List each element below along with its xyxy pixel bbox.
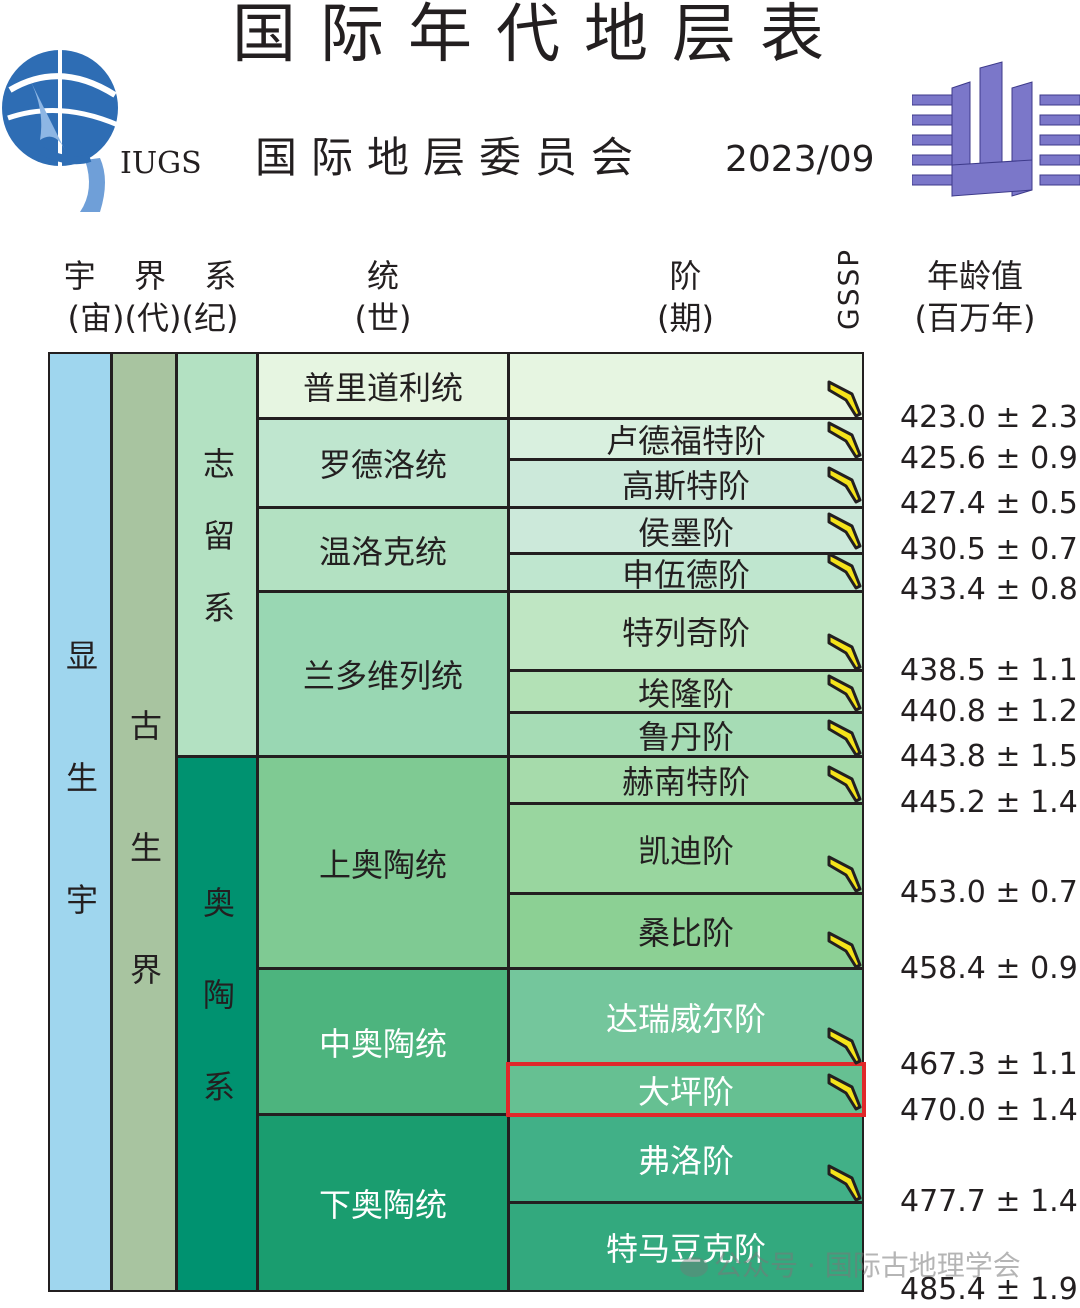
series-wenlock: 温洛克统 [257,507,509,592]
age-value: 443.8 ± 1.5 [900,739,1078,774]
stage-sandbian: 桑比阶 [508,893,864,969]
golden-spike-icon [827,931,862,969]
era-paleozoic: 古生界 [111,352,177,1292]
stage-gorstian: 高斯特阶 [508,459,864,508]
stage-katian: 凯迪阶 [508,803,864,894]
watermark: 公众号 · 国际古地理学会 [680,1244,1021,1284]
stage-rhuddanian: 鲁丹阶 [508,712,864,757]
highlight-box-dapingian [506,1062,866,1117]
system-ordovician: 奥陶系 [176,756,258,1292]
age-value: 427.4 ± 0.5 [900,486,1078,521]
age-value: 433.4 ± 0.8 [900,572,1078,607]
stage-ludfordian: 卢德福特阶 [508,418,864,460]
iugs-globe-logo [2,50,119,212]
series-middle-ordovician: 中奥陶统 [257,968,509,1115]
header-series: 统 (世) [354,257,412,337]
age-value: 453.0 ± 0.7 [900,875,1078,910]
golden-spike-icon [827,1073,862,1111]
page-date: 2023/09 [725,139,875,180]
series-ludlow: 罗德洛统 [257,418,509,508]
stage-homerian: 侯墨阶 [508,507,864,554]
eon-phanerozoic: 显生宇 [48,352,112,1292]
golden-spike-icon [827,1027,862,1065]
stage-tremadocian: 特马豆克阶 [508,1202,864,1292]
golden-spike-icon [827,421,862,459]
golden-spike-icon [827,674,862,712]
series-upper-ordovician: 上奥陶统 [257,756,509,969]
age-value: 440.8 ± 1.2 [900,694,1078,729]
stage-aeronian: 埃隆阶 [508,670,864,713]
stage-hirnantian: 赫南特阶 [508,756,864,804]
page-title: 国际年代地层表 [232,0,848,72]
golden-spike-icon [827,1164,862,1202]
golden-spike-icon [827,512,862,550]
ics-logo [912,61,1080,197]
header-eon-era-system: 宇 界 系 (宙)(代)(纪) [63,257,243,337]
series-lower-ordovician: 下奥陶统 [257,1114,509,1292]
age-value: 425.6 ± 0.9 [900,441,1078,476]
golden-spike-icon [827,855,862,893]
page-subtitle: 国际地层委员会 [255,133,648,182]
age-value: 430.5 ± 0.7 [900,532,1078,567]
age-value: 438.5 ± 1.1 [900,653,1078,688]
iugs-logo-text: IUGS [120,146,202,181]
stage-darriwilian: 达瑞威尔阶 [508,968,864,1065]
header-stage: 阶 (期) [657,257,714,337]
golden-spike-icon [827,633,862,671]
age-value: 423.0 ± 2.3 [900,400,1078,435]
wechat-icon [680,1257,708,1277]
stage-sheinwoodian: 申伍德阶 [508,553,864,592]
age-value: 470.0 ± 1.4 [900,1093,1078,1128]
age-value: 477.7 ± 1.4 [900,1184,1078,1219]
age-value: 445.2 ± 1.4 [900,785,1078,820]
golden-spike-icon [827,719,862,757]
golden-spike-icon [827,552,862,590]
golden-spike-icon [827,380,862,418]
age-value: 485.4 ± 1.9 [900,1272,1078,1307]
stage-telychian: 特列奇阶 [508,591,864,671]
stage-pridoli-undivided [508,352,864,419]
series-llandovery: 兰多维列统 [257,591,509,757]
golden-spike-icon [827,765,862,803]
age-value: 458.4 ± 0.9 [900,951,1078,986]
golden-spike-icon [827,466,862,504]
system-silurian: 志留系 [176,352,258,757]
age-value: 467.3 ± 1.1 [900,1047,1078,1082]
header-gssp: GSSP [832,247,865,330]
series-pridoli: 普里道利统 [257,352,509,419]
header-age: 年龄值 (百万年) [914,257,1036,337]
stage-floian: 弗洛阶 [508,1114,864,1203]
